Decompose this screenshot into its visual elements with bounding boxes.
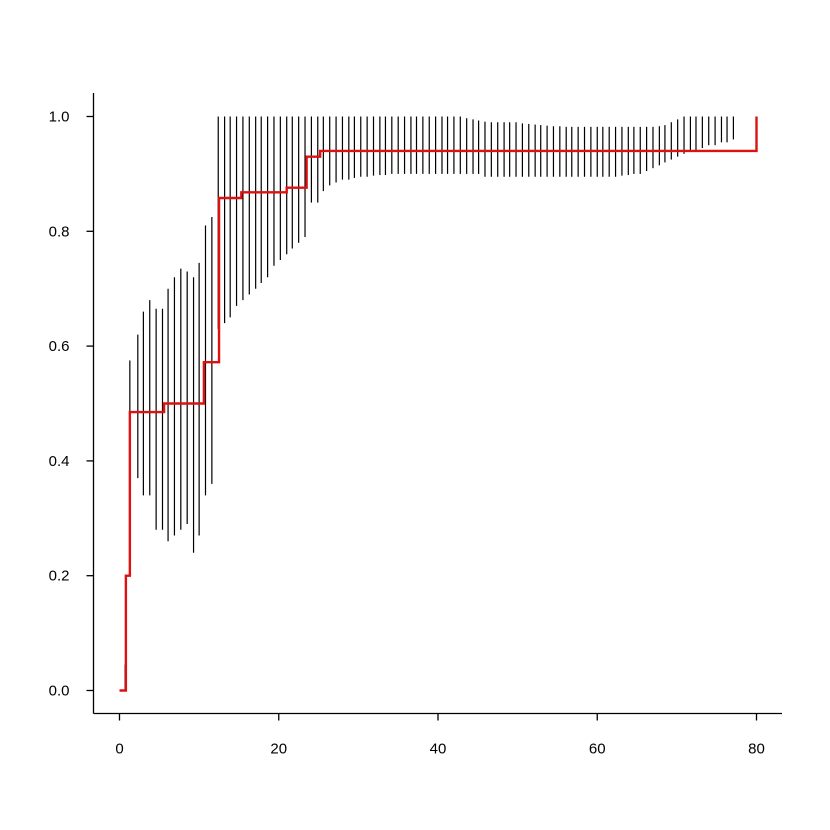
y-tick-label: 0.8 <box>49 223 70 240</box>
y-tick-label: 0.2 <box>49 568 70 585</box>
x-tick-label: 0 <box>115 741 123 758</box>
y-tick-label: 1.0 <box>49 109 70 126</box>
y-tick-label: 0.6 <box>49 338 70 355</box>
confidence-interval-bars <box>124 116 735 691</box>
x-tick-label: 20 <box>270 741 287 758</box>
x-tick-label: 40 <box>430 741 447 758</box>
x-tick-label: 80 <box>748 741 765 758</box>
y-tick-label: 0.0 <box>49 683 70 700</box>
x-axis: 0 20 40 60 80 <box>93 712 782 758</box>
x-tick-label: 60 <box>589 741 606 758</box>
step-curve <box>119 116 758 692</box>
y-axis: 0.0 0.2 0.4 0.6 0.8 1.0 <box>49 93 95 714</box>
y-tick-label: 0.4 <box>49 453 70 470</box>
step-series-group <box>119 116 758 692</box>
